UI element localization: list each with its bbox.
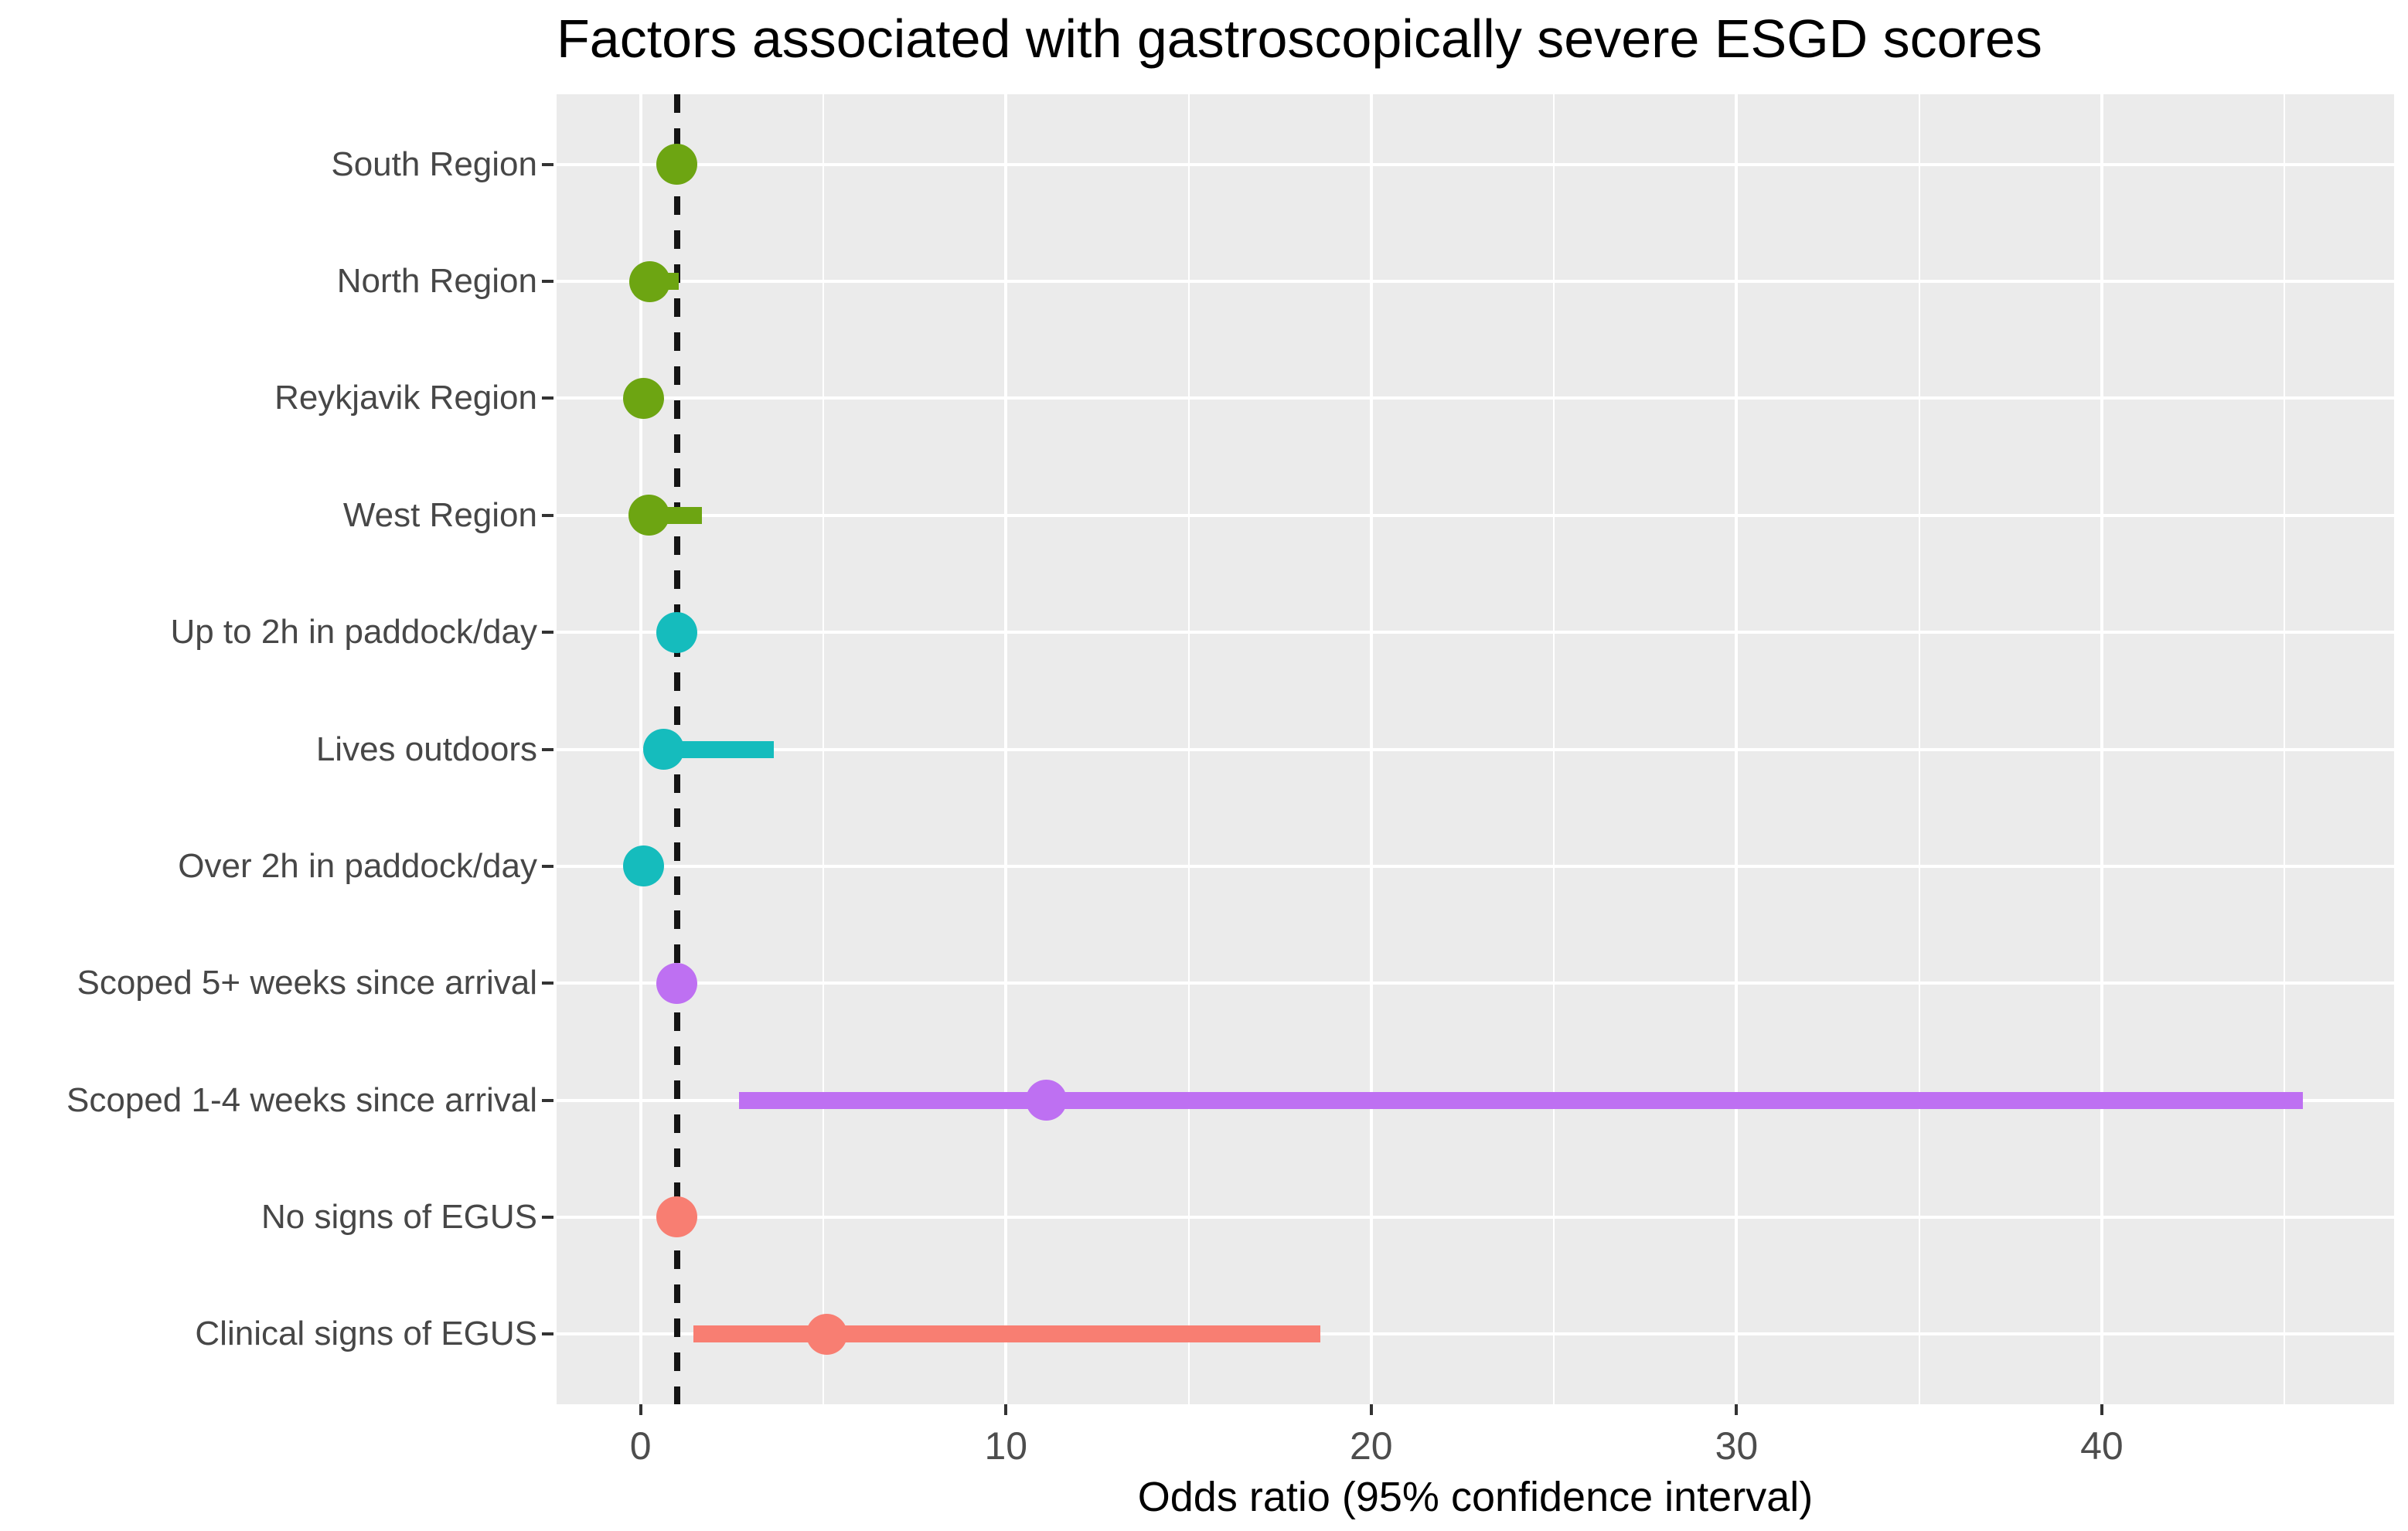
or-point xyxy=(622,377,664,419)
y-axis-tick xyxy=(542,747,553,751)
x-axis-title: Odds ratio (95% confidence interval) xyxy=(1137,1474,1814,1520)
row-gridline xyxy=(557,513,2394,517)
or-point xyxy=(656,144,698,185)
or-point xyxy=(628,495,670,536)
y-axis-tick xyxy=(542,1215,553,1219)
y-axis-label: Lives outdoors xyxy=(315,730,537,768)
row-gridline xyxy=(557,162,2394,166)
row-gridline xyxy=(557,747,2394,751)
y-axis-label: North Region xyxy=(336,262,537,301)
y-axis-tick xyxy=(542,1098,553,1102)
y-axis-tick xyxy=(542,396,553,400)
row-gridline xyxy=(557,1215,2394,1219)
row-gridline xyxy=(557,280,2394,284)
y-axis-label: Over 2h in paddock/day xyxy=(178,846,537,885)
y-axis-tick xyxy=(542,864,553,868)
row-gridline xyxy=(557,864,2394,868)
y-axis-label: Scoped 5+ weeks since arrival xyxy=(77,964,537,1002)
or-point xyxy=(656,611,698,653)
y-axis-tick xyxy=(542,631,553,635)
y-axis-tick xyxy=(542,513,553,517)
row-gridline xyxy=(557,982,2394,985)
or-point xyxy=(806,1313,848,1355)
y-axis-tick xyxy=(542,162,553,166)
or-point xyxy=(656,962,698,1004)
x-axis-tick xyxy=(1369,1404,1373,1415)
y-axis-tick xyxy=(542,982,553,985)
row-gridline xyxy=(557,396,2394,400)
y-axis-label: West Region xyxy=(342,495,537,534)
or-point xyxy=(629,260,670,302)
y-axis-tick xyxy=(542,280,553,284)
x-axis-tick xyxy=(2100,1404,2103,1415)
plot-panel xyxy=(557,94,2394,1404)
ci-bar xyxy=(739,1091,2303,1109)
or-point xyxy=(1025,1080,1067,1121)
ci-bar xyxy=(693,1325,1320,1343)
x-axis-tick xyxy=(639,1404,642,1415)
row-gridline xyxy=(557,1332,2394,1336)
x-axis-tick-label: 40 xyxy=(2080,1424,2124,1468)
y-axis-label: Scoped 1-4 weeks since arrival xyxy=(66,1080,537,1119)
x-axis-tick xyxy=(1735,1404,1739,1415)
x-axis-tick-label: 10 xyxy=(984,1424,1028,1468)
x-axis-tick-label: 0 xyxy=(629,1424,652,1468)
y-axis-label: South Region xyxy=(331,145,537,183)
or-point xyxy=(622,845,664,887)
row-gridline xyxy=(557,631,2394,635)
x-axis-tick xyxy=(1004,1404,1008,1415)
y-axis-tick xyxy=(542,1332,553,1336)
y-axis-label: Up to 2h in paddock/day xyxy=(170,613,537,652)
or-point xyxy=(642,729,684,770)
y-axis-label: No signs of EGUS xyxy=(261,1197,537,1236)
plot-title: Factors associated with gastroscopically… xyxy=(557,9,2042,69)
or-point xyxy=(656,1196,698,1238)
x-axis-tick-label: 20 xyxy=(1350,1424,1393,1468)
x-axis-tick-label: 30 xyxy=(1715,1424,1759,1468)
y-axis-label: Clinical signs of EGUS xyxy=(195,1315,537,1353)
y-axis-label: Reykjavik Region xyxy=(274,379,537,417)
ci-bar xyxy=(663,740,774,758)
